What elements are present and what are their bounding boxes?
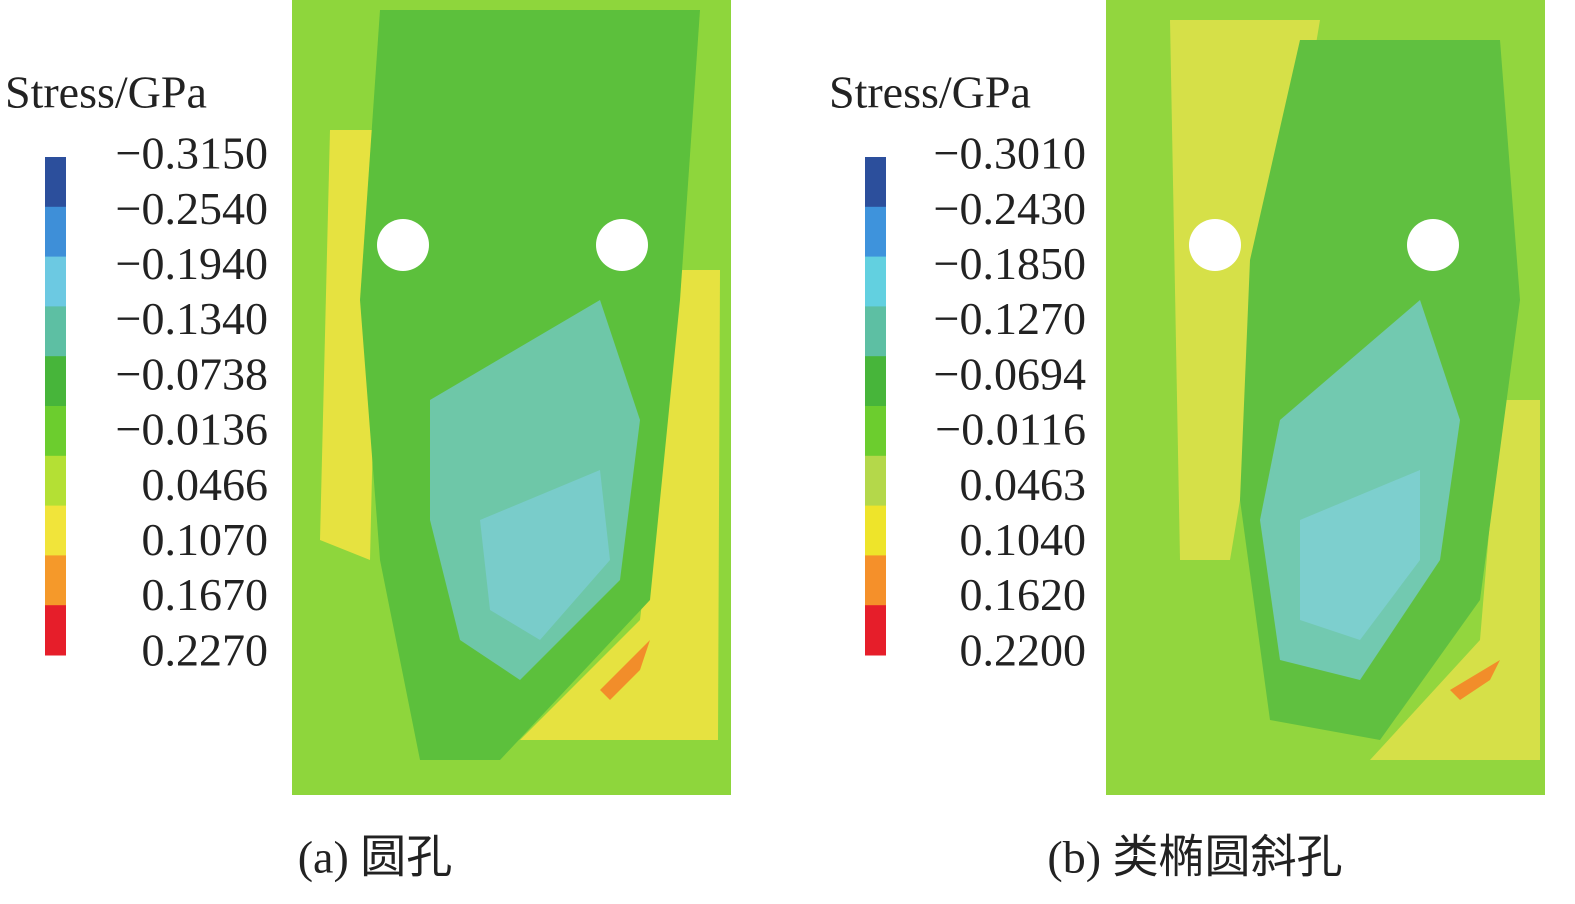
legend-label: −0.0694 (934, 348, 1086, 399)
legend-swatch (45, 206, 66, 258)
legend-swatch (865, 455, 886, 507)
legend-label: −0.3010 (934, 128, 1086, 179)
legend-swatch (865, 555, 886, 606)
legend-swatch (45, 505, 66, 556)
contour-plot-a (292, 0, 731, 795)
legend-title: Stress/GPa (829, 67, 1031, 118)
legend-swatch (865, 157, 886, 208)
legend-swatch (865, 256, 886, 307)
legend-swatch (45, 157, 66, 208)
legend-swatch (45, 555, 66, 606)
legend-swatch (45, 605, 66, 656)
legend-label: −0.1940 (116, 238, 268, 289)
legend-label: 0.2200 (960, 624, 1087, 675)
legend-label: −0.3150 (116, 128, 268, 179)
caption: (a) 圆孔 (298, 832, 453, 883)
legend-label: 0.0463 (960, 459, 1087, 510)
legend-swatch (45, 455, 66, 507)
legend-label: −0.0738 (116, 348, 268, 399)
legend-label: 0.1070 (142, 514, 269, 565)
legend-label: −0.0116 (935, 404, 1086, 455)
legend-swatch (45, 406, 66, 457)
caption: (b) 类椭圆斜孔 (1047, 832, 1342, 883)
legend-swatch (865, 206, 886, 258)
legend-swatch (865, 306, 886, 357)
legend-label: 0.0466 (142, 459, 269, 510)
legend-swatch (45, 306, 66, 357)
contour-plot-b (1106, 0, 1545, 795)
legend-swatch (865, 605, 886, 656)
legend-label: −0.0136 (116, 404, 268, 455)
legend-label: 0.2270 (142, 624, 269, 675)
legend-swatch (865, 505, 886, 556)
legend-label: 0.1670 (142, 569, 269, 620)
legend-swatch (865, 406, 886, 457)
legend-label: 0.1620 (960, 569, 1087, 620)
legend-label: −0.1340 (116, 293, 268, 344)
legend-swatch (865, 356, 886, 407)
legend-swatch (45, 256, 66, 307)
legend-label: −0.2430 (934, 183, 1086, 234)
legend-label: −0.1850 (934, 238, 1086, 289)
legend-label: −0.1270 (934, 293, 1086, 344)
legend-label: −0.2540 (116, 183, 268, 234)
legend-swatch (45, 356, 66, 407)
legend-label: 0.1040 (960, 514, 1087, 565)
legend-title: Stress/GPa (5, 67, 207, 118)
